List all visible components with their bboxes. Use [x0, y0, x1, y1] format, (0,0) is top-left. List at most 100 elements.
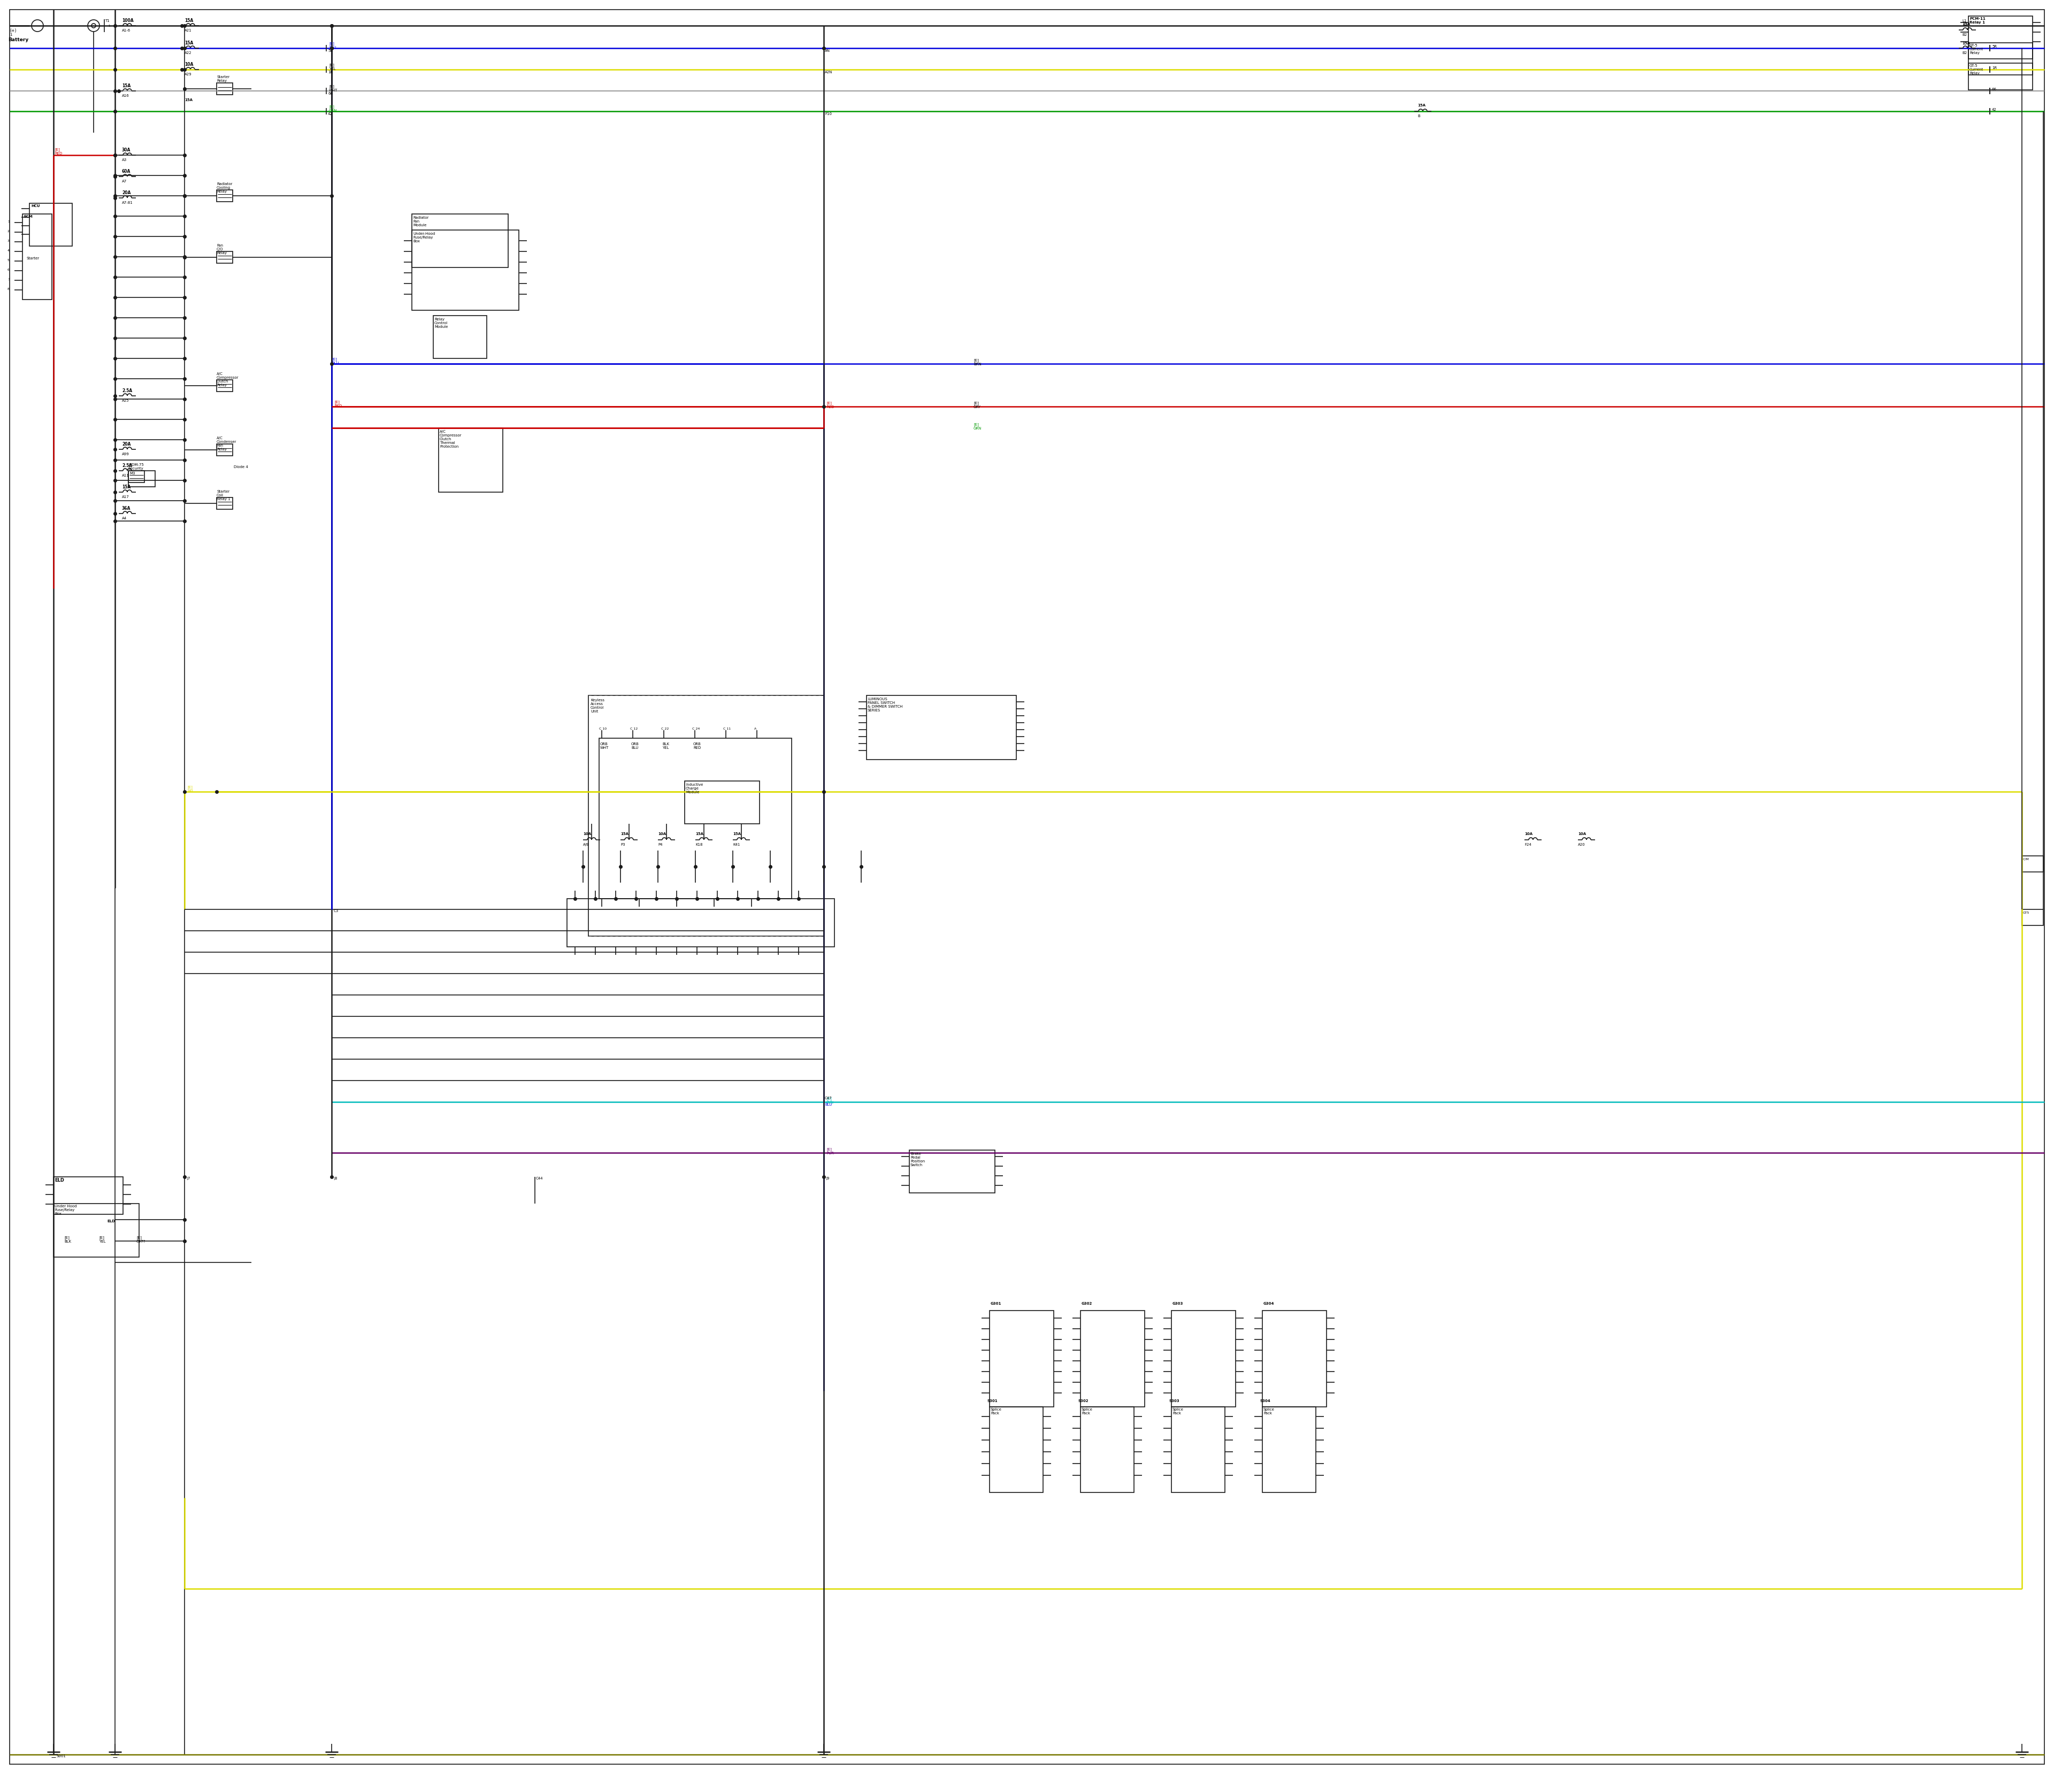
Text: G301: G301: [990, 1303, 1002, 1305]
Text: GRY: GRY: [974, 405, 982, 409]
Text: 58: 58: [329, 48, 333, 52]
Text: 36A: 36A: [121, 505, 131, 511]
Text: [E]: [E]: [826, 1147, 832, 1150]
Bar: [1171, 1407, 1224, 1493]
Text: RED: RED: [826, 405, 834, 409]
Text: M3: M3: [129, 471, 136, 475]
Text: 15A: 15A: [620, 831, 629, 835]
Text: 66: 66: [1992, 88, 1996, 91]
Text: T1: T1: [105, 20, 109, 23]
Text: A16: A16: [121, 95, 129, 97]
Text: S302: S302: [1078, 1400, 1089, 1403]
Bar: [216, 190, 232, 202]
Text: C47?: C47?: [136, 1240, 146, 1244]
Text: 15A: 15A: [185, 41, 193, 45]
Bar: [216, 251, 232, 263]
Bar: [990, 1407, 1043, 1493]
Bar: [1080, 1407, 1134, 1493]
Text: 5R: 5R: [1992, 45, 1996, 48]
Text: Under Hood
Fuse/Relay
Box: Under Hood Fuse/Relay Box: [55, 1204, 76, 1215]
Bar: [1080, 1310, 1144, 1407]
Text: 15A: 15A: [1962, 41, 1970, 45]
Text: 15A: 15A: [185, 99, 193, 102]
Text: J7: J7: [187, 1177, 191, 1181]
Text: [E]: [E]: [974, 401, 980, 405]
Text: A7: A7: [121, 179, 127, 183]
Text: A/B: A/B: [583, 842, 589, 846]
Text: P3: P3: [620, 842, 624, 846]
Text: 2: 2: [8, 229, 10, 233]
Text: Inductive
Charge
Module: Inductive Charge Module: [686, 783, 702, 794]
Text: 6: 6: [8, 269, 10, 271]
Text: BRN: BRN: [974, 362, 982, 366]
Text: 1: 1: [8, 220, 10, 222]
Text: A1-6: A1-6: [121, 29, 131, 32]
Text: S001: S001: [55, 1754, 66, 1758]
Text: 10A: 10A: [1524, 831, 1532, 835]
Bar: [216, 82, 232, 95]
Text: F10: F10: [826, 113, 832, 115]
Text: GT5: GT5: [2023, 912, 2029, 914]
Bar: [1263, 1407, 1317, 1493]
Text: ORB
RED: ORB RED: [694, 742, 700, 749]
Text: GT-5
Current
Relay: GT-5 Current Relay: [1970, 65, 1984, 75]
Text: A21: A21: [185, 29, 191, 32]
Text: K41: K41: [733, 842, 739, 846]
Text: [E]: [E]: [64, 1236, 70, 1240]
Text: C3: C3: [333, 909, 339, 912]
Text: L1: L1: [1964, 23, 1968, 27]
Text: ORB
BLU: ORB BLU: [631, 742, 639, 749]
Bar: [413, 229, 520, 310]
Text: [E]: [E]: [335, 400, 339, 403]
Text: C 12: C 12: [631, 728, 637, 729]
Text: B2: B2: [1962, 34, 1968, 36]
Text: Starter: Starter: [27, 256, 39, 260]
Text: C 10: C 10: [600, 728, 606, 729]
Text: WHT: WHT: [329, 90, 337, 91]
Text: [E]: [E]: [329, 63, 335, 66]
Text: 20A: 20A: [121, 443, 131, 446]
Text: Splice
Pack: Splice Pack: [990, 1409, 1002, 1416]
Text: 15A: 15A: [121, 84, 131, 88]
Bar: [600, 738, 791, 898]
Bar: [23, 213, 51, 299]
Bar: [867, 695, 1017, 760]
Text: 60A: 60A: [121, 168, 131, 174]
Text: (+): (+): [10, 29, 16, 34]
Text: Starter
Relay: Starter Relay: [216, 75, 230, 82]
Text: 10A: 10A: [583, 831, 592, 835]
Text: A22: A22: [185, 52, 191, 54]
Bar: [127, 471, 144, 482]
Bar: [1263, 1310, 1327, 1407]
Text: 15A: 15A: [733, 831, 741, 835]
Text: [E]: [E]: [974, 423, 980, 426]
Text: 66: 66: [329, 91, 333, 95]
Bar: [1171, 1310, 1237, 1407]
Text: A7-81: A7-81: [121, 201, 134, 204]
Text: [E]: [E]: [329, 41, 335, 45]
Text: ECM: ECM: [23, 215, 33, 219]
Text: K18: K18: [696, 842, 702, 846]
Text: YEL: YEL: [187, 790, 193, 792]
Text: [E]: [E]: [99, 1236, 105, 1240]
Text: ORB
WHT: ORB WHT: [600, 742, 608, 749]
Text: C/M: C/M: [2023, 858, 2029, 860]
Text: P4: P4: [657, 842, 663, 846]
Text: A2N: A2N: [826, 70, 832, 73]
Text: YEL: YEL: [329, 68, 335, 70]
Text: C 24: C 24: [692, 728, 700, 729]
Bar: [53, 1204, 140, 1256]
Text: Splice
Pack: Splice Pack: [1173, 1409, 1183, 1416]
Text: G303: G303: [1173, 1303, 1183, 1305]
Text: [E]: [E]: [329, 84, 335, 88]
Text: S301: S301: [986, 1400, 998, 1403]
Bar: [127, 471, 156, 487]
Text: 3: 3: [8, 240, 10, 242]
Text: 5: 5: [8, 258, 10, 262]
Bar: [216, 498, 232, 509]
Text: 100A: 100A: [121, 18, 134, 23]
Text: A/C
Compressor
Clutch
Relay: A/C Compressor Clutch Relay: [216, 373, 238, 387]
Text: Relay
Control
Module: Relay Control Module: [433, 317, 448, 328]
Text: C47: C47: [826, 1097, 832, 1100]
Text: 15A: 15A: [1962, 23, 1970, 25]
